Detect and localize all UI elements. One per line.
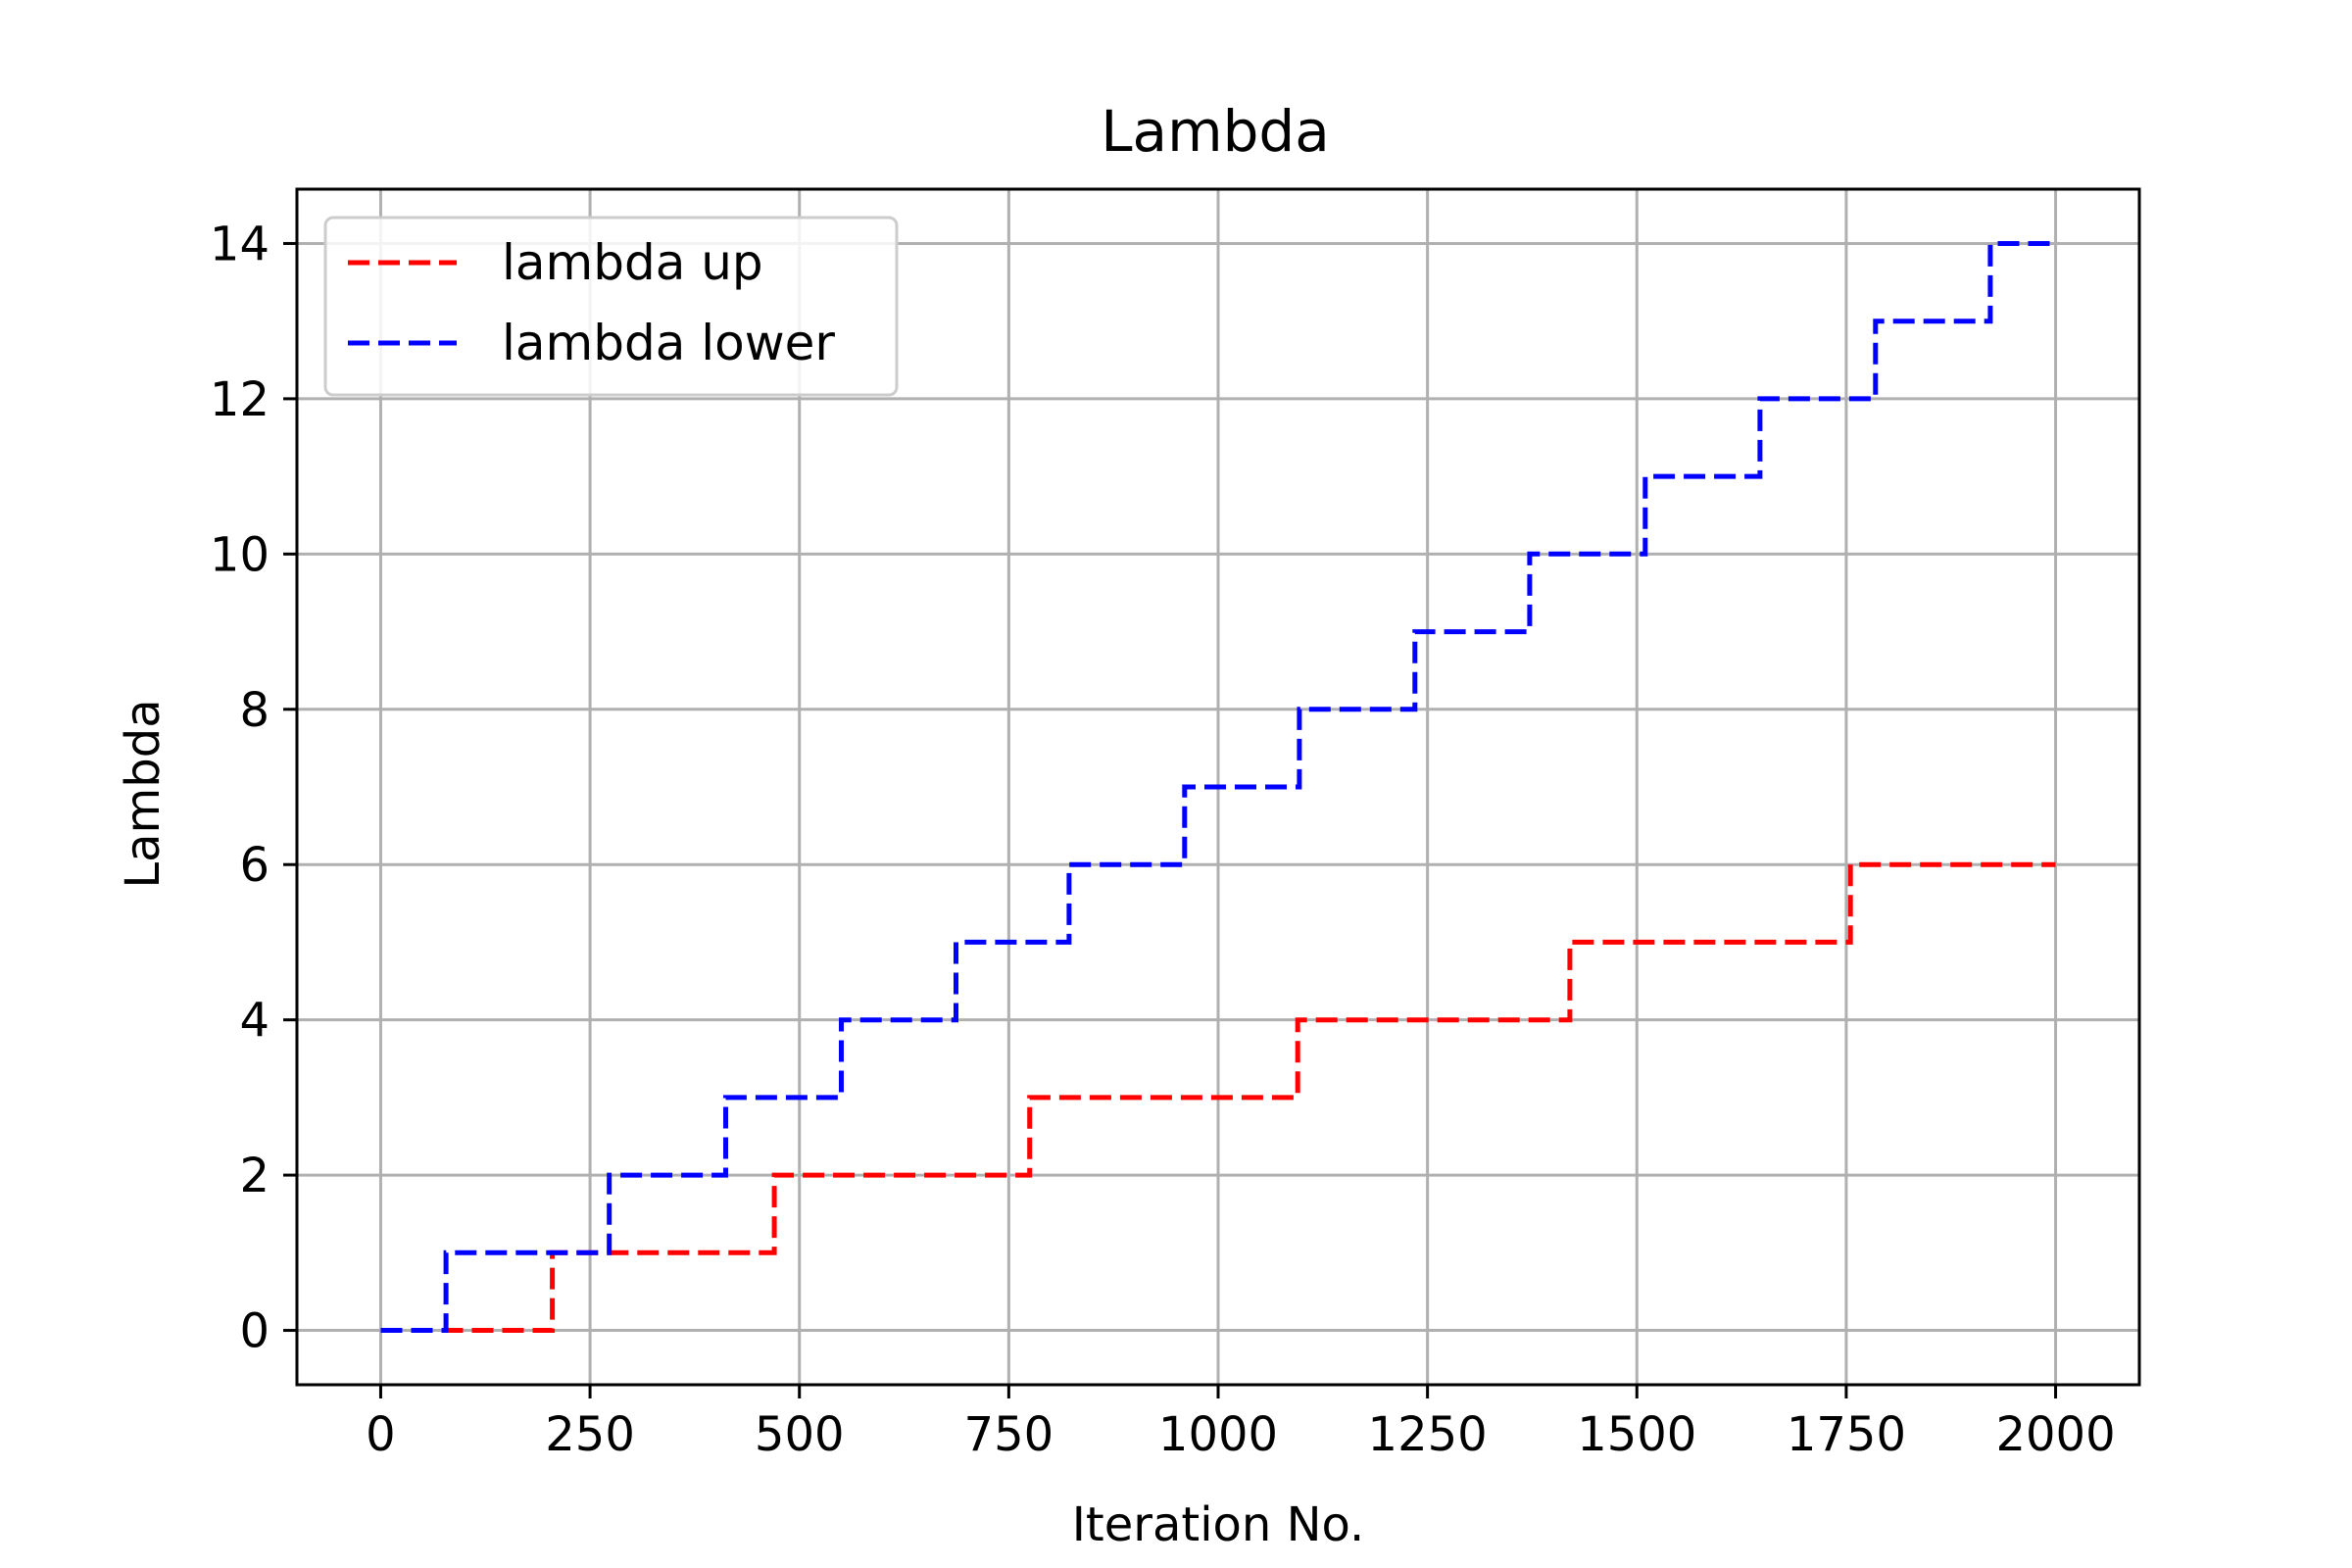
y-tick-label: 10: [210, 527, 270, 582]
x-axis: 0 250 500 750 1000 1250 1500 1750 2000: [366, 1385, 2116, 1462]
y-tick-label: 4: [239, 994, 270, 1049]
series-line-lambda-lower: [380, 241, 2056, 1333]
y-tick-label: 8: [239, 683, 270, 738]
x-tick-label: 0: [366, 1407, 396, 1462]
x-tick-label: 1000: [1158, 1407, 1278, 1462]
legend-label-lambda-lower: lambda lower: [502, 315, 835, 371]
x-tick-label: 2000: [1995, 1407, 2115, 1462]
x-tick-label: 1500: [1577, 1407, 1696, 1462]
y-tick-label: 12: [210, 372, 270, 427]
y-tick-label: 2: [239, 1149, 270, 1203]
x-tick-label: 500: [755, 1407, 845, 1462]
chart-title: Lambda: [1101, 98, 1330, 165]
x-axis-label: Iteration No.: [1072, 1497, 1365, 1552]
x-tick-label: 1750: [1787, 1407, 1906, 1462]
legend: lambda up lambda lower: [323, 216, 899, 397]
y-axis-label: Lambda: [116, 699, 171, 888]
y-tick-label: 6: [239, 838, 270, 893]
series-layer: [380, 241, 2056, 1333]
y-axis: 0 2 4 6 8 10 12 14: [210, 217, 297, 1359]
x-tick-label: 750: [964, 1407, 1054, 1462]
legend-label-lambda-up: lambda up: [502, 234, 763, 291]
y-tick-label: 0: [239, 1304, 270, 1359]
legend-box: [323, 216, 899, 397]
y-tick-label: 14: [210, 217, 270, 271]
grid: [297, 189, 2139, 1385]
x-tick-label: 1250: [1368, 1407, 1488, 1462]
x-tick-label: 250: [545, 1407, 635, 1462]
